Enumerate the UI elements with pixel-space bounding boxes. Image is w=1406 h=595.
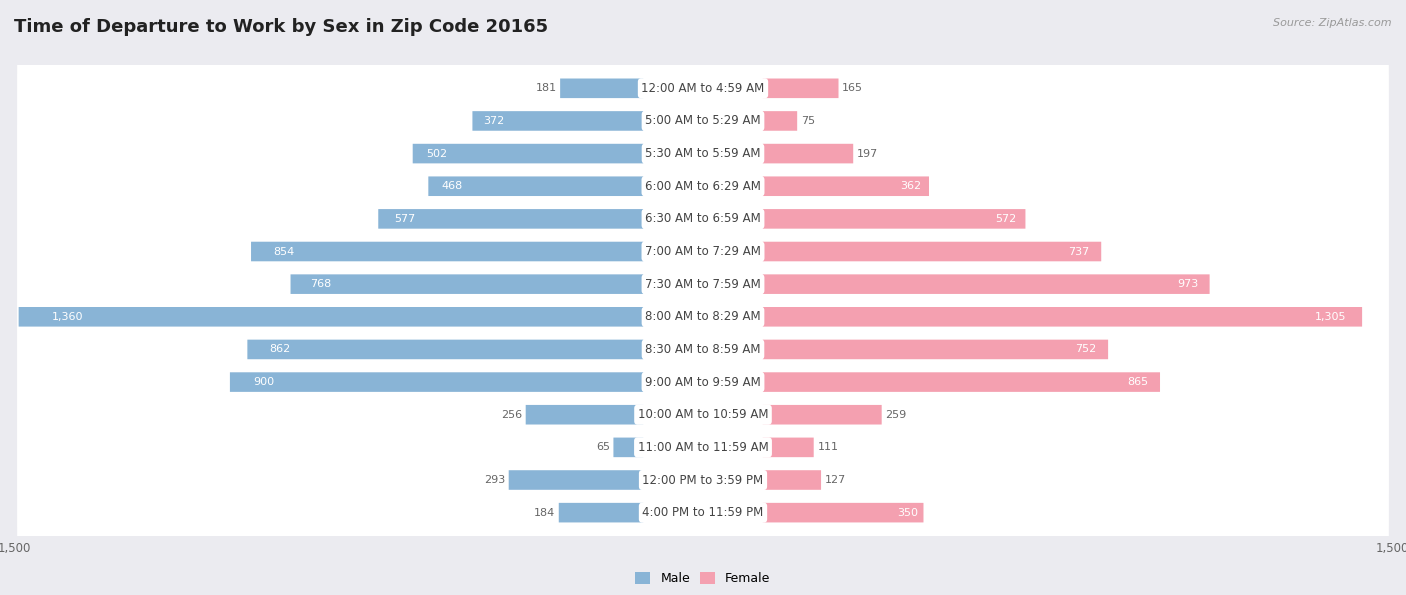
FancyBboxPatch shape xyxy=(247,340,644,359)
Text: 259: 259 xyxy=(886,410,907,419)
Text: 6:30 AM to 6:59 AM: 6:30 AM to 6:59 AM xyxy=(645,212,761,226)
FancyBboxPatch shape xyxy=(17,189,1389,595)
FancyBboxPatch shape xyxy=(762,372,1160,392)
FancyBboxPatch shape xyxy=(17,0,1389,380)
Text: 900: 900 xyxy=(253,377,274,387)
FancyBboxPatch shape xyxy=(762,470,821,490)
Text: 12:00 PM to 3:59 PM: 12:00 PM to 3:59 PM xyxy=(643,474,763,487)
FancyBboxPatch shape xyxy=(509,470,644,490)
FancyBboxPatch shape xyxy=(762,405,882,424)
FancyBboxPatch shape xyxy=(762,144,853,164)
Text: 197: 197 xyxy=(856,149,879,159)
Text: 75: 75 xyxy=(801,116,815,126)
Text: 8:00 AM to 8:29 AM: 8:00 AM to 8:29 AM xyxy=(645,311,761,323)
FancyBboxPatch shape xyxy=(526,405,644,424)
FancyBboxPatch shape xyxy=(613,437,644,457)
Text: 6:00 AM to 6:29 AM: 6:00 AM to 6:29 AM xyxy=(645,180,761,193)
FancyBboxPatch shape xyxy=(17,0,1389,347)
Text: 577: 577 xyxy=(394,214,415,224)
Text: 737: 737 xyxy=(1069,246,1090,256)
Text: Source: ZipAtlas.com: Source: ZipAtlas.com xyxy=(1274,18,1392,28)
Text: 65: 65 xyxy=(596,442,610,452)
Text: 350: 350 xyxy=(897,508,918,518)
FancyBboxPatch shape xyxy=(413,144,644,164)
Text: 256: 256 xyxy=(501,410,522,419)
FancyBboxPatch shape xyxy=(252,242,644,261)
FancyBboxPatch shape xyxy=(17,58,1389,575)
FancyBboxPatch shape xyxy=(17,91,1389,595)
Text: 502: 502 xyxy=(426,149,447,159)
FancyBboxPatch shape xyxy=(17,254,1389,595)
Text: 7:00 AM to 7:29 AM: 7:00 AM to 7:29 AM xyxy=(645,245,761,258)
FancyBboxPatch shape xyxy=(762,79,838,98)
FancyBboxPatch shape xyxy=(378,209,644,228)
FancyBboxPatch shape xyxy=(762,274,1209,294)
Text: 165: 165 xyxy=(842,83,863,93)
FancyBboxPatch shape xyxy=(17,26,1389,543)
FancyBboxPatch shape xyxy=(762,209,1025,228)
FancyBboxPatch shape xyxy=(762,503,924,522)
Text: 7:30 AM to 7:59 AM: 7:30 AM to 7:59 AM xyxy=(645,278,761,290)
Text: 10:00 AM to 10:59 AM: 10:00 AM to 10:59 AM xyxy=(638,408,768,421)
Text: 362: 362 xyxy=(900,181,921,191)
FancyBboxPatch shape xyxy=(762,111,797,131)
Text: 973: 973 xyxy=(1178,279,1199,289)
FancyBboxPatch shape xyxy=(762,340,1108,359)
Text: 572: 572 xyxy=(995,214,1017,224)
Text: 5:30 AM to 5:59 AM: 5:30 AM to 5:59 AM xyxy=(645,147,761,160)
Legend: Male, Female: Male, Female xyxy=(630,568,776,590)
Text: 372: 372 xyxy=(484,116,505,126)
FancyBboxPatch shape xyxy=(17,124,1389,595)
Text: 11:00 AM to 11:59 AM: 11:00 AM to 11:59 AM xyxy=(638,441,768,454)
FancyBboxPatch shape xyxy=(762,437,814,457)
FancyBboxPatch shape xyxy=(231,372,644,392)
Text: 1,305: 1,305 xyxy=(1315,312,1346,322)
Text: 12:00 AM to 4:59 AM: 12:00 AM to 4:59 AM xyxy=(641,82,765,95)
FancyBboxPatch shape xyxy=(472,111,644,131)
FancyBboxPatch shape xyxy=(762,307,1362,327)
FancyBboxPatch shape xyxy=(762,177,929,196)
Text: 293: 293 xyxy=(484,475,505,485)
Text: 854: 854 xyxy=(273,246,294,256)
Text: 127: 127 xyxy=(825,475,846,485)
Text: 468: 468 xyxy=(441,181,463,191)
Text: Time of Departure to Work by Sex in Zip Code 20165: Time of Departure to Work by Sex in Zip … xyxy=(14,18,548,36)
Text: 1,360: 1,360 xyxy=(52,312,84,322)
FancyBboxPatch shape xyxy=(429,177,644,196)
Text: 768: 768 xyxy=(311,279,332,289)
FancyBboxPatch shape xyxy=(560,79,644,98)
FancyBboxPatch shape xyxy=(17,156,1389,595)
Text: 862: 862 xyxy=(270,345,291,355)
Text: 865: 865 xyxy=(1128,377,1149,387)
Text: 5:00 AM to 5:29 AM: 5:00 AM to 5:29 AM xyxy=(645,114,761,127)
Text: 752: 752 xyxy=(1076,345,1097,355)
Text: 181: 181 xyxy=(536,83,557,93)
FancyBboxPatch shape xyxy=(17,0,1389,412)
Text: 184: 184 xyxy=(534,508,555,518)
FancyBboxPatch shape xyxy=(17,0,1389,477)
Text: 8:30 AM to 8:59 AM: 8:30 AM to 8:59 AM xyxy=(645,343,761,356)
FancyBboxPatch shape xyxy=(17,221,1389,595)
FancyBboxPatch shape xyxy=(291,274,644,294)
FancyBboxPatch shape xyxy=(558,503,644,522)
Text: 111: 111 xyxy=(817,442,838,452)
Text: 4:00 PM to 11:59 PM: 4:00 PM to 11:59 PM xyxy=(643,506,763,519)
FancyBboxPatch shape xyxy=(18,307,644,327)
Text: 9:00 AM to 9:59 AM: 9:00 AM to 9:59 AM xyxy=(645,375,761,389)
FancyBboxPatch shape xyxy=(17,0,1389,510)
FancyBboxPatch shape xyxy=(762,242,1101,261)
FancyBboxPatch shape xyxy=(17,0,1389,444)
